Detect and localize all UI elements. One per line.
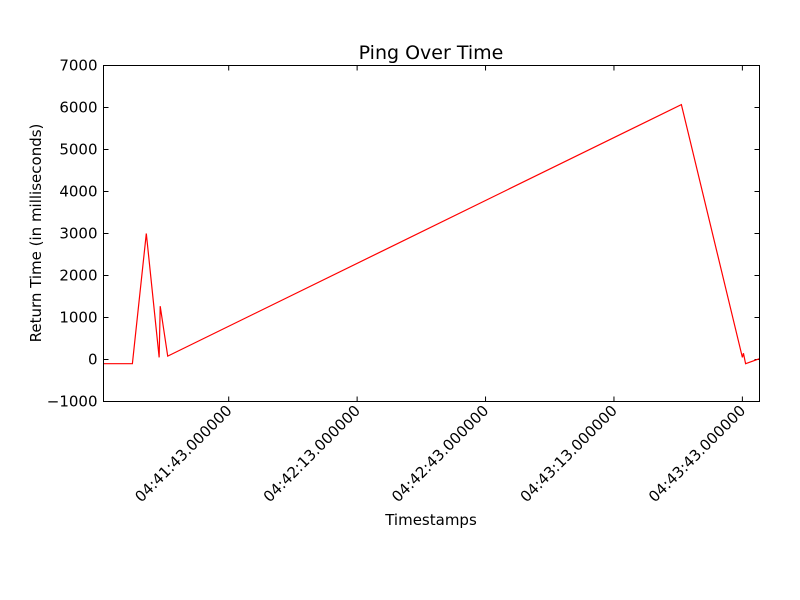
x-tick-label: 04:41:43.000000 (131, 402, 235, 506)
y-tick-label: 0 (88, 351, 98, 369)
series-line (103, 103, 760, 365)
x-tick-label: 04:42:43.000000 (388, 402, 492, 506)
x-tick-label: 04:43:43.000000 (645, 402, 749, 506)
chart-title: Ping Over Time (359, 42, 504, 64)
x-tick-label: 04:42:13.000000 (260, 402, 364, 506)
x-axis-label: Timestamps (384, 511, 477, 529)
y-tick-label: 7000 (59, 57, 97, 75)
plot-area: −1000 0 1000 2000 3000 4000 5000 6000 7000 04:41:… (47, 57, 760, 506)
y-tick-label: 6000 (59, 99, 97, 117)
x-tick-label: 04:43:13.000000 (517, 402, 621, 506)
y-tick-label: 4000 (59, 183, 97, 201)
y-tick-label: 5000 (59, 141, 97, 159)
y-tick-label: 2000 (59, 267, 97, 285)
y-axis-label: Return Time (in milliseconds) (27, 124, 45, 343)
y-tick-label: 3000 (59, 225, 97, 243)
y-tick-label: 1000 (59, 309, 97, 327)
plot-frame (103, 65, 760, 402)
y-tick-label: −1000 (47, 393, 98, 411)
